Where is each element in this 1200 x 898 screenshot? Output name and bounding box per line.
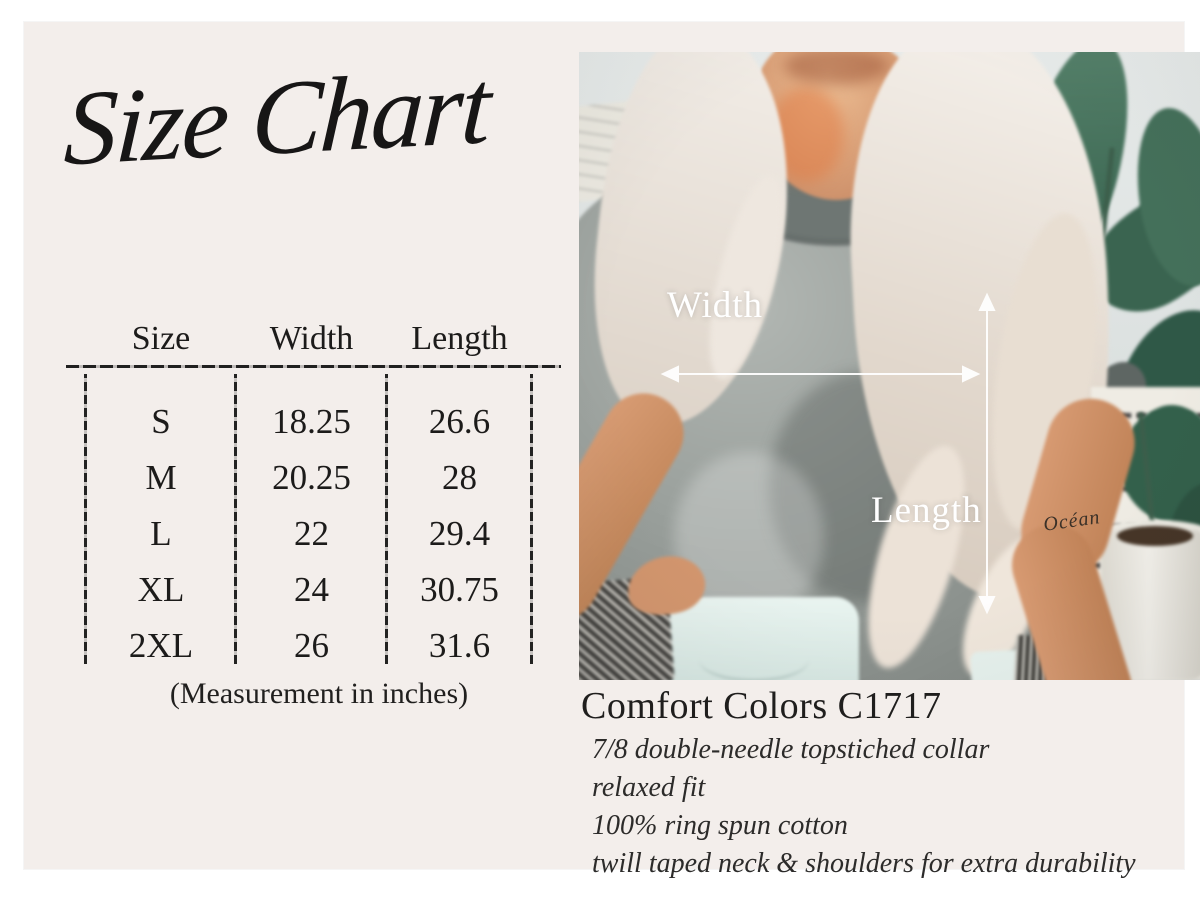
table-column-rule [84,374,87,664]
units-note: (Measurement in inches) [169,677,469,710]
product-feature: 7/8 double-needle topstiched collar [592,734,990,765]
product-feature: relaxed fit [592,772,706,803]
cell-width: 18.25 [272,402,351,441]
cell-size: XL [137,570,185,609]
page-title: Size Chart [61,47,492,188]
table-column-rule [385,374,388,664]
cell-size: L [150,514,172,553]
cell-width: 24 [294,570,329,609]
size-table-body: S 18.25 26.6 M 20.25 28 L 22 29.4 XL 24 … [86,394,532,674]
jeans-seam [699,637,809,680]
cell-size: S [151,402,171,441]
cell-length: 31.6 [428,626,491,665]
cell-length: 29.4 [428,514,491,553]
table-row: 2XL 26 31.6 [86,618,532,674]
column-header-length: Length [411,320,508,357]
product-features: 7/8 double-needle topstiched collar rela… [592,731,1200,883]
column-header-size: Size [131,320,191,357]
product-feature: 100% ring spun cotton [592,810,848,841]
product-feature: twill taped neck & shoulders for extra d… [592,848,1136,879]
table-row: S 18.25 26.6 [86,394,532,450]
size-table-header: Size Width Length [86,314,532,364]
table-row: M 20.25 28 [86,450,532,506]
length-annotation: Length [871,490,982,531]
table-column-rule [234,374,237,664]
table-header-rule [66,365,561,368]
pot-soil [1117,526,1193,546]
cell-width: 20.25 [272,458,351,497]
cell-length: 28 [442,458,477,497]
table-row: L 22 29.4 [86,506,532,562]
width-annotation: Width [667,285,764,326]
cell-width: 22 [294,514,329,553]
column-header-width: Width [269,320,354,357]
product-photo: Océan Width Length [579,52,1200,680]
chin-shadow [784,52,889,85]
product-name: Comfort Colors C1717 [581,685,942,727]
cell-width: 26 [294,626,329,665]
cell-size: M [145,458,177,497]
cell-length: 26.6 [428,402,491,441]
table-column-rule [530,374,533,664]
cell-length: 30.75 [420,570,499,609]
cell-size: 2XL [128,626,194,665]
background-panel: Size Chart Size Width Length S 18.25 26.… [24,22,1200,879]
table-row: XL 24 30.75 [86,562,532,618]
